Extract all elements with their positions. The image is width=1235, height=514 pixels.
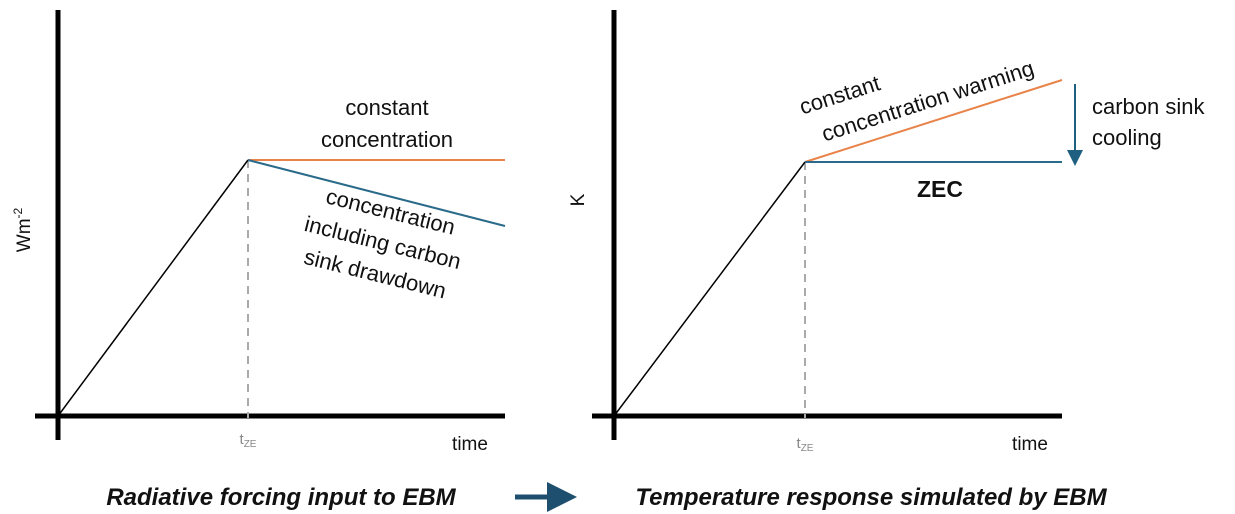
x-label: time (1012, 434, 1048, 455)
tick-label: tZE (240, 431, 257, 450)
y-label: Wm-2 (11, 207, 35, 252)
tick-base: t (240, 431, 245, 448)
annotation: cooling (1092, 125, 1162, 150)
y-label-sup: -2 (11, 207, 25, 218)
y-label-base: Wm (14, 218, 35, 252)
right-panel: K tZE time constant concentration warmin… (568, 10, 1206, 511)
rise-line (613, 161, 806, 417)
caption: Temperature response simulated by EBM (635, 484, 1107, 511)
annotation: concentration (321, 127, 453, 152)
left-panel: Wm-2 tZE time constant concentration con… (11, 10, 506, 511)
caption: Radiative forcing input to EBM (106, 484, 456, 511)
tick-base: t (797, 435, 802, 452)
tick-label: tZE (797, 435, 814, 454)
annotation: constant (345, 95, 428, 120)
y-label: K (568, 193, 589, 206)
annotation: carbon sink (1092, 94, 1206, 119)
drawdown-line (247, 159, 506, 227)
x-label: time (452, 434, 488, 455)
warming-line (804, 79, 1063, 163)
tick-sub: ZE (801, 443, 814, 454)
tick-sub: ZE (244, 439, 257, 450)
zec-label: ZEC (917, 176, 963, 202)
rise-line (57, 159, 249, 417)
